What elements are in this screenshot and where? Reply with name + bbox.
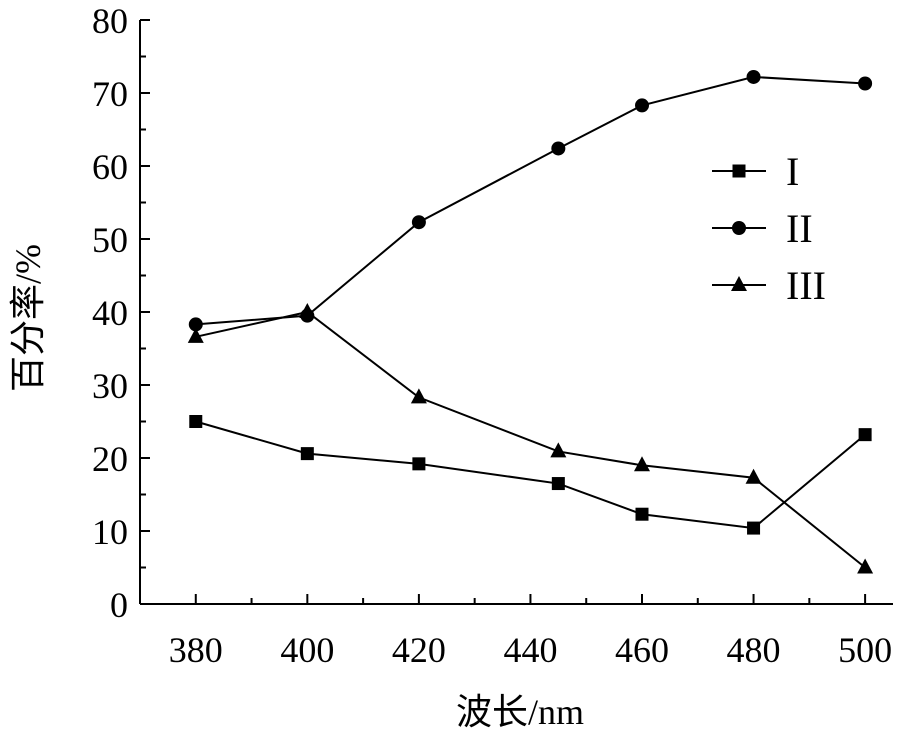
y-tick-label: 80 [92,1,128,41]
x-tick-label: 460 [615,630,669,670]
legend-marker [732,221,746,235]
x-tick-label: 400 [280,630,334,670]
data-point [300,447,314,461]
data-point [189,415,203,428]
legend-item: III [712,263,826,308]
series-line [195,75,866,326]
y-tick-label: 30 [92,366,128,406]
series-III [187,303,874,574]
x-axis-label: 波长/nm [456,692,584,732]
y-tick-label: 40 [92,293,128,333]
x-tick-label: 380 [169,630,223,670]
data-point [745,468,762,484]
data-point [634,456,650,472]
y-tick-label: 70 [92,74,128,114]
data-point [858,76,873,91]
y-tick-label: 10 [92,512,128,552]
data-point [635,507,649,521]
data-point [857,558,874,574]
data-point [551,141,566,156]
x-tick-label: 500 [838,630,892,670]
data-point [188,317,203,332]
y-tick-label: 0 [110,585,128,625]
legend-label: III [786,263,826,308]
data-point [635,98,649,113]
y-tick-label: 20 [92,439,128,479]
data-point [746,69,761,84]
data-point [410,388,427,404]
legend-item: II [712,206,813,251]
data-point [412,457,426,471]
series-II [188,69,873,332]
series-I [189,415,872,535]
y-tick-label: 50 [92,220,128,260]
series-line [195,310,866,569]
x-tick-label: 440 [503,630,557,670]
data-point [411,215,426,230]
data-point [299,303,316,318]
legend-marker [732,164,746,178]
series-layer [187,69,874,574]
legend-marker [731,276,747,291]
tick-labels: 0 10 20 30 40 50 60 70 80 380 400 420 440 460 480 500 [92,1,892,670]
y-tick-label: 60 [92,147,128,187]
data-point [550,442,567,458]
legend-item: I [712,149,799,194]
data-point [858,428,872,442]
x-tick-label: 480 [727,630,781,670]
series-line [195,420,866,530]
data-point [187,327,204,343]
x-tick-label: 420 [392,630,446,670]
legend-label: II [786,206,813,251]
y-axis-label: 百分率/% [8,244,48,392]
legend-label: I [786,149,799,194]
axes [139,19,893,605]
data-point [551,477,565,491]
data-point [747,521,761,535]
